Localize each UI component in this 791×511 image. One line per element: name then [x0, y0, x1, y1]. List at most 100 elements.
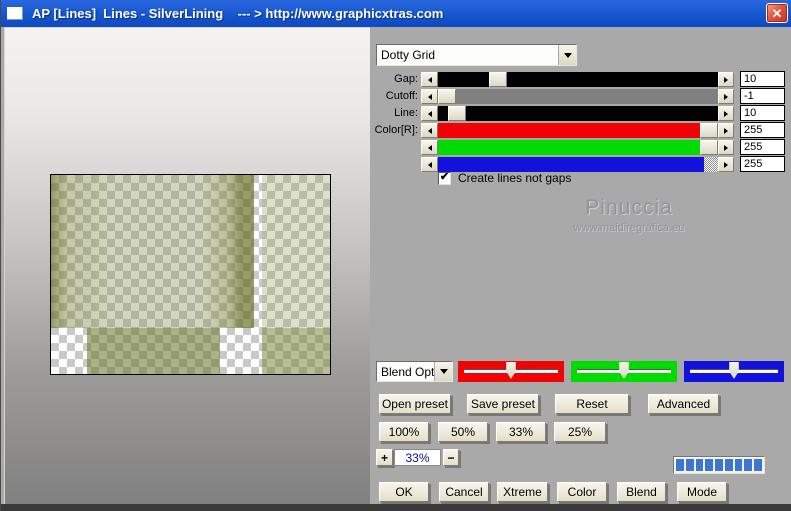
- slider-left-arrow[interactable]: [421, 72, 438, 87]
- zoom-100-button[interactable]: 100%: [379, 422, 429, 442]
- slider-thumb[interactable]: [489, 72, 507, 87]
- progress-segment: [715, 459, 723, 471]
- close-button[interactable]: ✕: [766, 3, 788, 23]
- green-slider-thumb[interactable]: [619, 362, 629, 379]
- slider-track-red[interactable]: [438, 123, 718, 138]
- ok-button[interactable]: OK: [379, 482, 429, 502]
- close-icon: ✕: [771, 5, 783, 21]
- slider-value-field[interactable]: 10: [740, 71, 785, 87]
- slider-right-arrow[interactable]: [718, 140, 734, 155]
- blend-button[interactable]: Blend: [617, 482, 666, 502]
- progress-segment: [705, 459, 714, 471]
- slider-thumb[interactable]: [700, 140, 718, 155]
- arrow-left-icon: [425, 161, 432, 168]
- save-preset-button[interactable]: Save preset: [467, 394, 539, 414]
- xtreme-button[interactable]: Xtreme: [497, 482, 548, 502]
- red-slider-thumb[interactable]: [506, 362, 516, 379]
- green-channel-slider[interactable]: [571, 361, 677, 382]
- slider-value-field[interactable]: -1: [740, 88, 785, 104]
- slider-value-field[interactable]: 255: [740, 139, 785, 155]
- cancel-button[interactable]: Cancel: [439, 482, 489, 502]
- arrow-left-icon: [425, 110, 432, 117]
- effect-preset-dropdown-button[interactable]: [558, 45, 576, 65]
- blend-options-value: Blend Opti: [381, 365, 434, 379]
- arrow-left-icon: [425, 76, 432, 83]
- arrow-left-icon: [425, 127, 432, 134]
- slider-left-arrow[interactable]: [421, 123, 438, 138]
- slider-value-field[interactable]: 10: [740, 105, 785, 121]
- arrow-right-icon: [723, 161, 731, 168]
- preview-tint-right-strip: [262, 175, 330, 374]
- chevron-down-icon: [439, 369, 448, 378]
- slider-left-arrow[interactable]: [421, 157, 438, 172]
- slider-value-field[interactable]: 255: [740, 156, 785, 172]
- arrow-right-icon: [723, 93, 731, 100]
- blue-slider-thumb[interactable]: [729, 362, 739, 379]
- window-title: AP [Lines] Lines - SilverLining --- > ht…: [32, 6, 444, 21]
- progress-segment: [754, 459, 763, 471]
- window-bottom-edge: [1, 504, 791, 511]
- slider-right-arrow[interactable]: [718, 72, 734, 87]
- effect-preset-dropdown[interactable]: Dotty Grid: [376, 44, 577, 66]
- progress-segment: [724, 459, 733, 471]
- slider-track-cutoff[interactable]: [438, 89, 718, 104]
- create-lines-checkbox-label: Create lines not gaps: [458, 171, 572, 185]
- slider-track-gap[interactable]: [438, 72, 718, 87]
- slider-right-arrow[interactable]: [718, 157, 734, 172]
- slider-row-gap: Gap: 10: [1, 71, 791, 87]
- slider-left-arrow[interactable]: [421, 106, 438, 121]
- zoom-out-button[interactable]: −: [443, 449, 459, 466]
- slider-right-arrow[interactable]: [718, 123, 734, 138]
- reset-button[interactable]: Reset: [555, 394, 629, 414]
- progress-segment: [744, 459, 753, 471]
- chevron-down-icon: [563, 52, 572, 62]
- slider-label: Gap:: [394, 73, 418, 85]
- zoom-33-button[interactable]: 33%: [496, 422, 546, 442]
- preview-image[interactable]: [50, 174, 331, 375]
- slider-track-blue[interactable]: [438, 157, 718, 172]
- color-button[interactable]: Color: [557, 482, 607, 502]
- preview-tint-main: [51, 175, 254, 328]
- blend-options-dropdown-button[interactable]: [434, 362, 452, 381]
- arrow-right-icon: [723, 110, 731, 117]
- arrow-left-icon: [425, 144, 432, 151]
- slider-row-cutoff: Cutoff: -1: [1, 88, 791, 104]
- slider-label: Color[R]:: [374, 124, 418, 136]
- create-lines-checkbox-row: ✔ Create lines not gaps: [438, 171, 571, 185]
- advanced-button[interactable]: Advanced: [648, 394, 719, 414]
- slider-thumb[interactable]: [704, 157, 718, 172]
- preview-panel: [4, 27, 370, 504]
- slider-value-field[interactable]: 255: [740, 122, 785, 138]
- slider-track-green[interactable]: [438, 140, 718, 155]
- progress-segment: [676, 459, 684, 471]
- slider-track-line[interactable]: [438, 106, 718, 121]
- watermark-name: Pinuccia: [585, 196, 673, 219]
- slider-thumb[interactable]: [700, 123, 718, 138]
- open-preset-button[interactable]: Open preset: [379, 394, 451, 414]
- slider-row-color-red: Color[R]: 255: [1, 122, 791, 138]
- slider-right-arrow[interactable]: [718, 89, 734, 104]
- progress-bar: [673, 456, 765, 474]
- slider-row-color-blue: 255: [1, 156, 791, 172]
- zoom-in-button[interactable]: +: [376, 449, 393, 466]
- slider-thumb[interactable]: [448, 106, 466, 121]
- watermark: Pinuccia www.maidiregrafica.eu: [539, 196, 719, 234]
- zoom-25-button[interactable]: 25%: [554, 422, 606, 442]
- create-lines-checkbox[interactable]: ✔: [438, 171, 451, 185]
- check-icon: ✔: [439, 171, 450, 183]
- blue-channel-slider[interactable]: [684, 361, 784, 382]
- arrow-left-icon: [425, 93, 432, 100]
- mode-button[interactable]: Mode: [677, 482, 727, 502]
- slider-thumb[interactable]: [438, 89, 456, 104]
- slider-right-arrow[interactable]: [718, 106, 734, 121]
- progress-segment: [685, 459, 694, 471]
- red-channel-slider[interactable]: [458, 361, 564, 382]
- progress-segment: [734, 459, 743, 471]
- slider-left-arrow[interactable]: [421, 89, 438, 104]
- arrow-right-icon: [723, 144, 731, 151]
- blend-options-dropdown[interactable]: Blend Opti: [376, 361, 453, 382]
- zoom-50-button[interactable]: 50%: [438, 422, 488, 442]
- slider-left-arrow[interactable]: [421, 140, 438, 155]
- slider-row-color-green: 255: [1, 139, 791, 155]
